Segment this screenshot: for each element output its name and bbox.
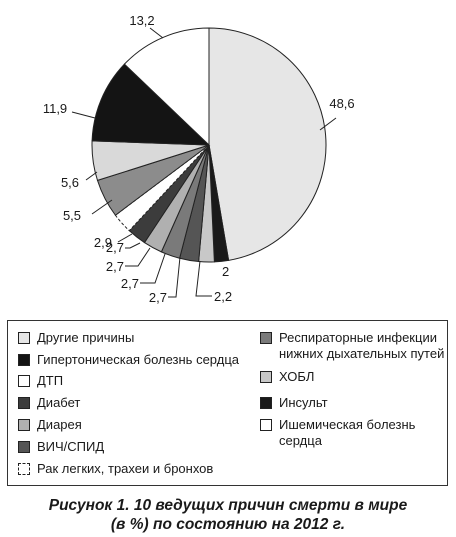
legend-item: Гипертоническая болезнь сердца: [18, 352, 239, 368]
legend-label: Рак легких, трахеи и бронхов: [37, 461, 214, 476]
caption-line-2: (в %) по состоянию на 2012 г.: [110, 516, 346, 533]
slice-value-label: 5,6: [61, 175, 79, 190]
legend-item: ХОБЛ: [260, 369, 314, 385]
slice-value-label: 2,7: [121, 276, 139, 291]
pie-slice: [91, 63, 211, 146]
legend-item: Ишемическая болезнь сердца: [260, 417, 415, 449]
slice-value-label: 2,9: [94, 235, 112, 250]
slice-value-label: 48,6: [329, 96, 354, 111]
slice-leader-line: [117, 233, 133, 243]
legend-swatch: [18, 463, 30, 475]
legend-label: Инсульт: [279, 395, 328, 410]
slice-leader-line: [91, 199, 113, 215]
legend-swatch: [18, 354, 30, 366]
legend-item: ДТП: [18, 373, 63, 389]
pie-slice: [208, 27, 327, 261]
slice-value-label: 13,2: [129, 13, 154, 28]
legend-label: Другие причины: [37, 330, 135, 345]
legend-label: ВИЧ/СПИД: [37, 439, 105, 454]
slice-leader-line: [168, 256, 181, 298]
legend-label: Ишемическая болезнь сердца: [279, 417, 416, 448]
legend-swatch: [18, 332, 30, 344]
legend-item: ВИЧ/СПИД: [18, 439, 104, 455]
legend-label: ХОБЛ: [279, 369, 315, 384]
legend-swatch: [18, 375, 30, 387]
slice-value-label: 2: [222, 264, 229, 279]
slice-leader-line: [125, 247, 151, 267]
slice-value-label: 2,2: [214, 289, 232, 304]
legend-swatch: [260, 371, 272, 383]
figure-caption: Рисунок 1. 10 ведущих причин смерти в ми…: [0, 496, 456, 534]
legend-item: Другие причины: [18, 330, 134, 346]
legend-item: Инсульт: [260, 395, 328, 411]
slice-leader-line: [195, 260, 212, 297]
legend-swatch: [260, 397, 272, 409]
slice-leader-line: [149, 27, 164, 39]
legend-item: Рак легких, трахеи и бронхов: [18, 461, 213, 477]
legend-swatch: [260, 419, 272, 431]
pie-chart: 48,622,22,72,72,72,72,95,55,611,913,2: [43, 13, 355, 305]
legend-label: Диарея: [37, 417, 82, 432]
slice-value-label: 11,9: [43, 101, 67, 116]
legend-label: Гипертоническая болезнь сердца: [37, 352, 239, 367]
slice-leader-line: [71, 111, 96, 119]
caption-line-1: Рисунок 1. 10 ведущих причин смерти в ми…: [48, 497, 408, 514]
slice-leader-line: [85, 171, 98, 181]
slice-value-label: 5,5: [63, 208, 81, 223]
legend-item: Респираторные инфекции нижних дыхательны…: [260, 330, 444, 362]
legend-label: Респираторные инфекции нижних дыхательны…: [279, 330, 445, 361]
legend-item: Диарея: [18, 417, 82, 433]
legend-swatch: [18, 441, 30, 453]
slice-value-label: 2,7: [106, 259, 124, 274]
legend: Другие причины Гипертоническая болезнь се…: [7, 320, 448, 486]
slice-value-label: 2,7: [106, 240, 124, 255]
slice-leader-line: [319, 117, 337, 131]
slice-value-label: 2,7: [149, 290, 167, 305]
slice-leader-line: [125, 242, 141, 249]
legend-label: Диабет: [37, 395, 81, 410]
slice-leader-line: [140, 253, 166, 284]
legend-swatch: [18, 397, 30, 409]
legend-item: Диабет: [18, 395, 80, 411]
legend-label: ДТП: [37, 373, 64, 388]
legend-swatch: [18, 419, 30, 431]
legend-swatch: [260, 332, 272, 344]
